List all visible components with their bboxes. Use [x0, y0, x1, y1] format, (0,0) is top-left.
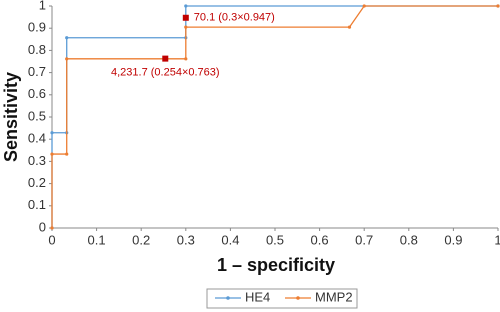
x-tick-label: 0.6: [311, 232, 329, 247]
y-tick-label: 0.1: [28, 197, 46, 212]
y-tick-label: 0: [39, 219, 46, 234]
legend-marker: [226, 296, 230, 300]
x-tick-label: 0.3: [177, 232, 195, 247]
annotation: 4,231.7 (0.254×0.763): [111, 67, 220, 79]
y-tick-label: 0.8: [28, 42, 46, 57]
legend-label: MMP2: [315, 289, 353, 304]
y-tick-label: 0.2: [28, 175, 46, 190]
legend-label: HE4: [245, 289, 270, 304]
y-tick-label: 0.4: [28, 131, 46, 146]
y-axis-title: Sensitivity: [1, 72, 21, 162]
annotation-marker: [182, 14, 189, 21]
x-tick-label: 0.9: [444, 232, 462, 247]
y-tick-label: 1: [39, 0, 46, 12]
x-tick-label: 0.1: [88, 232, 106, 247]
point: [347, 25, 352, 29]
series-line: [51, 5, 498, 228]
annotation-marker: [162, 55, 169, 62]
point: [50, 152, 54, 156]
point: [184, 57, 188, 61]
y-tick-label: 0.3: [28, 153, 46, 168]
y-tick-label: 0.9: [28, 20, 46, 35]
annotation: 70.1 (0.3×0.947): [194, 12, 275, 24]
x-tick-label: 0: [48, 232, 55, 247]
point: [184, 25, 188, 29]
point: [184, 4, 188, 8]
point: [362, 4, 366, 8]
legend-marker: [296, 296, 300, 300]
point: [65, 36, 69, 40]
point: [496, 4, 500, 8]
point: [65, 152, 69, 156]
x-tick-label: 1: [494, 232, 500, 247]
x-tick-label: 0.4: [221, 232, 239, 247]
y-tick-label: 0.5: [28, 108, 46, 123]
point: [50, 131, 54, 135]
legend-box: [206, 288, 358, 309]
x-tick-label: 0.5: [266, 232, 284, 247]
y-tick-label: 0.6: [28, 86, 46, 101]
x-tick-label: 0.8: [400, 232, 418, 247]
series-line: [51, 5, 498, 228]
point: [65, 57, 69, 61]
y-tick-label: 0.7: [28, 64, 46, 79]
x-axis-title: 1 – specificity: [217, 255, 335, 275]
point: [50, 226, 54, 230]
x-tick-label: 0.2: [132, 232, 150, 247]
x-tick-label: 0.7: [355, 232, 373, 247]
